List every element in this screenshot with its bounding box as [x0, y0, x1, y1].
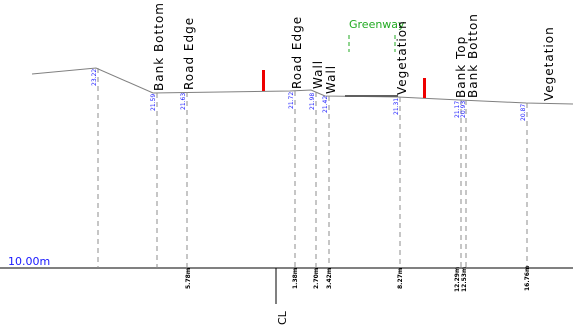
centerline-label: CL — [276, 310, 289, 325]
elevation-label: 21.17 — [454, 101, 461, 118]
feature-label-bank-top: Bank Top — [454, 36, 468, 98]
elevation-label: 20.93 — [460, 101, 467, 118]
elevation-label: 21.72 — [288, 92, 295, 109]
greenway-label: Greenway — [349, 18, 405, 31]
offset-label: 5.78m — [185, 268, 192, 289]
ground-profile — [31, 67, 573, 105]
red-marker — [423, 78, 426, 98]
feature-label-wall: Wall — [311, 60, 325, 89]
offset-label: 12.53m — [461, 267, 468, 292]
elevation-label: 21.98 — [309, 93, 316, 110]
drop-lines — [97, 68, 528, 268]
feature-label-bank-bottom: Bank Bottom — [152, 2, 166, 91]
offset-label: 8.27m — [397, 268, 404, 289]
feature-label-wall: Wall — [324, 65, 338, 94]
greenway-markers — [348, 35, 396, 52]
feature-label-road-edge: Road Edge — [182, 17, 196, 90]
offset-label: 1.38m — [292, 268, 299, 289]
datum-label: 10.00m — [8, 255, 50, 268]
offset-label: 16.76m — [524, 266, 531, 291]
feature-label-vegetation: Vegetation — [395, 20, 409, 95]
elevation-label: 21.63 — [180, 93, 187, 110]
feature-label-bank-bottom: Bank Botton — [466, 13, 480, 98]
offset-label: 3.42m — [326, 268, 333, 289]
elevation-label: 21.59 — [150, 94, 157, 111]
feature-label-road-edge: Road Edge — [290, 16, 304, 89]
feature-label-vegetation: Vegetation — [542, 26, 556, 101]
elevation-label: 21.31 — [393, 98, 400, 115]
elevation-label: 23.22 — [91, 69, 98, 86]
red-marker — [262, 70, 265, 91]
offset-label: 12.29m — [454, 267, 461, 292]
offset-label: 2.70m — [313, 268, 320, 289]
elevation-label: 21.42 — [322, 96, 329, 113]
elevation-label: 20.87 — [520, 104, 527, 121]
